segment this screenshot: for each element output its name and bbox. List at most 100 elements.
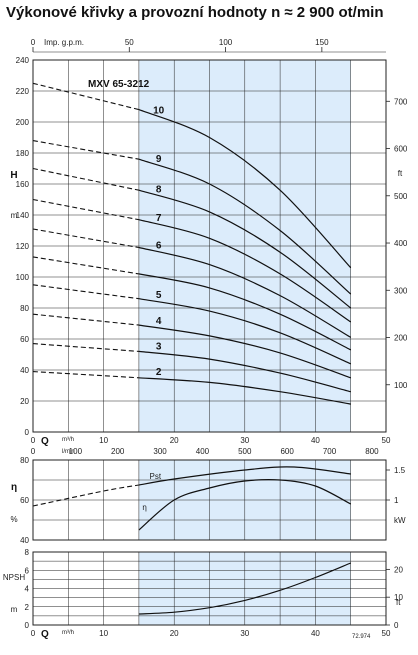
npsh-ytick-label: 0	[25, 621, 30, 630]
head-lmin-tick-label: 0	[31, 447, 36, 456]
head-series-9-line	[138, 377, 351, 405]
head-series-9-dashed	[32, 371, 139, 379]
head-lmin-tick-label: 300	[153, 447, 167, 456]
npsh-ylabel-unit: m	[11, 605, 18, 614]
head-ytick-label: 240	[16, 56, 30, 65]
head-xtick-label: 50	[382, 436, 391, 445]
page-title: Výkonové křivky a provozní hodnoty n ≈ 2…	[6, 4, 384, 21]
head-lmin-tick-label: 600	[280, 447, 294, 456]
npsh-xtick-label: 10	[99, 629, 108, 638]
eta-series-label-pst: Pst	[149, 472, 161, 481]
npsh-series-0-line	[138, 562, 351, 615]
head-lmin-tick-label: 100	[69, 447, 83, 456]
head-ytick-label: 120	[16, 242, 30, 251]
npsh-ft-tick-label: 20	[394, 565, 403, 574]
head-lmin-tick-label: 500	[238, 447, 252, 456]
head-frame	[32, 59, 387, 433]
efficiency_power-series-1-line	[138, 479, 351, 531]
npsh-xtick-label: 0	[31, 629, 36, 638]
efficiency_power-ytick-label: 80	[20, 456, 29, 465]
head-xlabel: Q	[41, 436, 49, 447]
eta-kw-tick-label: 1.5	[394, 466, 406, 475]
head-series-8-line	[138, 350, 351, 393]
npsh-ft-tick-label: 10	[394, 593, 403, 602]
mark-layer: 0204060801001201401601802002202404060800…	[3, 38, 408, 640]
head-gpm-label: Imp. g.p.m.	[44, 38, 84, 47]
head-series-4-dashed	[32, 228, 139, 249]
head-lmin-label: l/min	[62, 449, 75, 455]
npsh-xlabel-unit: m³/h	[62, 630, 74, 636]
head-series-8-dashed	[32, 343, 139, 352]
head-lmin-tick-label: 800	[365, 447, 379, 456]
head-gpm-tick-label: 50	[125, 38, 134, 47]
npsh-ytick-label: 4	[25, 585, 30, 594]
head-curve-label-8: 8	[156, 184, 162, 195]
npsh-frame	[32, 551, 387, 626]
figure-code: 72.974	[352, 634, 371, 640]
eta-y2label: kW	[394, 516, 406, 525]
npsh-xtick-label: 30	[240, 629, 249, 638]
head-ylabel: H	[10, 170, 17, 181]
npsh-xlabel: Q	[41, 629, 49, 640]
head-gpm-tick-label: 100	[219, 38, 233, 47]
head-lmin-tick-label: 400	[196, 447, 210, 456]
npsh-y2label: ft	[396, 598, 401, 607]
npsh-ylabel: NPSH	[3, 573, 25, 582]
head-ft-tick-label: 700	[394, 97, 408, 106]
head-ft-tick-label: 100	[394, 381, 408, 390]
head-y2label: ft	[398, 169, 403, 178]
head-ytick-label: 60	[20, 335, 29, 344]
head-series-7-line	[138, 324, 351, 379]
head-series-5-dashed	[32, 256, 139, 275]
head-ytick-label: 180	[16, 149, 30, 158]
head-curve-label-2: 2	[156, 367, 162, 378]
npsh-ytick-label: 8	[25, 548, 30, 557]
head-ft-tick-label: 400	[394, 239, 408, 248]
head-series-3-line	[138, 219, 352, 323]
efficiency_power-ytick-label: 60	[20, 496, 29, 505]
head-xtick-label: 40	[311, 436, 320, 445]
eta-ylabel: η	[11, 482, 17, 493]
head-curve-label-4: 4	[156, 316, 162, 327]
head-lmin-tick-label: 700	[323, 447, 337, 456]
head-series-2-line	[138, 189, 352, 309]
head-ytick-label: 220	[16, 87, 30, 96]
head-curve-label-6: 6	[156, 240, 162, 251]
head-curve-label-10: 10	[153, 105, 165, 116]
head-xtick-label: 20	[170, 436, 179, 445]
head-curve-label-5: 5	[156, 290, 162, 301]
head-series-0-line	[138, 109, 352, 269]
head-series-3-dashed	[32, 198, 140, 221]
head-ft-tick-label: 500	[394, 192, 408, 201]
head-gpm-tick-label: 0	[31, 38, 36, 47]
head-xtick-label: 10	[99, 436, 108, 445]
head-ft-tick-label: 600	[394, 145, 408, 154]
npsh-ytick-label: 2	[25, 603, 30, 612]
head-xtick-label: 30	[240, 436, 249, 445]
npsh-ft-tick-label: 0	[394, 621, 399, 630]
head-ytick-label: 140	[16, 211, 30, 220]
efficiency_power-series-0-dashed	[32, 484, 139, 507]
head-series-1-dashed	[32, 140, 139, 160]
eta-ylabel-unit: %	[10, 515, 17, 524]
head-ytick-label: 0	[25, 428, 30, 437]
head-curve-label-7: 7	[156, 213, 162, 224]
npsh-xtick-label: 50	[382, 629, 391, 638]
head-ft-tick-label: 200	[394, 334, 408, 343]
head-ytick-label: 40	[20, 366, 29, 375]
head-ft-tick-label: 300	[394, 286, 408, 295]
npsh-xtick-label: 40	[311, 629, 320, 638]
head-xlabel-unit: m³/h	[62, 437, 74, 443]
head-curve-label-3: 3	[156, 342, 162, 353]
npsh-ytick-label: 6	[25, 566, 30, 575]
head-series-6-line	[138, 298, 351, 365]
head-series-5-line	[138, 273, 351, 351]
head-ytick-label: 200	[16, 118, 30, 127]
head-series-4-line	[138, 246, 352, 338]
head-curve-label-9: 9	[156, 154, 162, 165]
head-ytick-label: 100	[16, 273, 30, 282]
head-series-2-dashed	[32, 167, 140, 191]
head-ytick-label: 20	[20, 397, 29, 406]
model-label: MXV 65-3212	[88, 79, 150, 90]
